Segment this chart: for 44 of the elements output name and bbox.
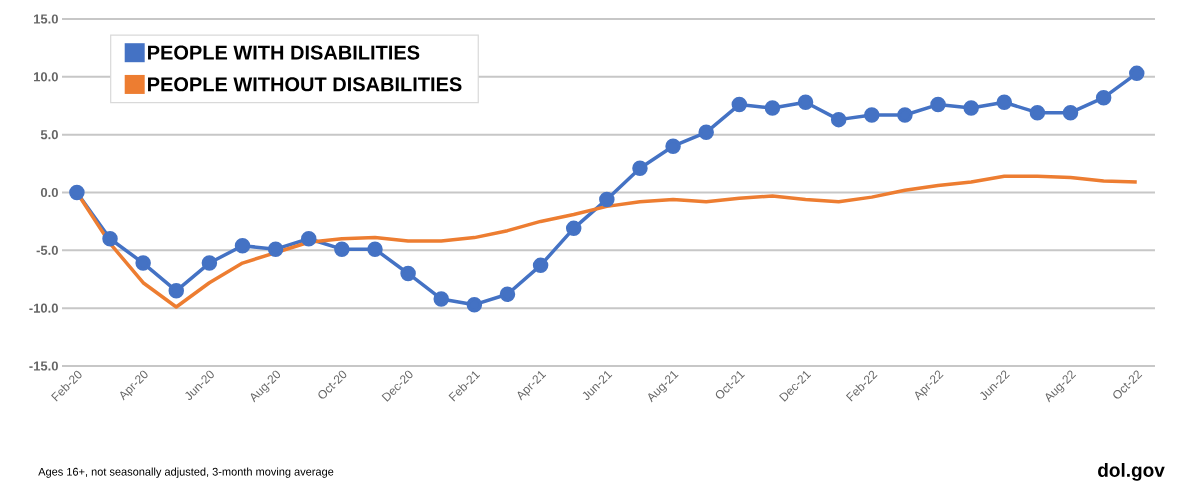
- point: [69, 184, 85, 201]
- point: [1095, 89, 1112, 106]
- point: [764, 100, 781, 116]
- y-tick-label: -10.0: [29, 303, 58, 313]
- y-tick-label: -15.0: [29, 361, 58, 371]
- point: [135, 255, 151, 271]
- point: [665, 138, 681, 154]
- y-tick-label: 0.0: [40, 187, 58, 198]
- point: [267, 241, 284, 257]
- point: [433, 291, 449, 307]
- text: Ages 16+, not seasonally adjusted, 3-month moving average: [38, 467, 334, 478]
- point: [698, 124, 714, 141]
- point: [201, 255, 218, 271]
- point: [599, 191, 615, 208]
- point: [731, 96, 748, 113]
- y-tick-label: 5.0: [40, 130, 58, 140]
- point: [532, 257, 549, 274]
- point: [1129, 65, 1145, 82]
- point: [996, 94, 1013, 111]
- point: [565, 220, 582, 237]
- point: [1062, 104, 1079, 121]
- y-tick-label: 15.0: [33, 14, 58, 24]
- point: [234, 237, 251, 254]
- point: [797, 94, 814, 111]
- point: [864, 107, 880, 123]
- point: [632, 160, 648, 176]
- point: [830, 111, 847, 128]
- point: [499, 286, 516, 303]
- point: [301, 231, 317, 247]
- point: [334, 241, 350, 257]
- point: [367, 241, 383, 257]
- point: [1029, 104, 1046, 121]
- point: [168, 283, 185, 299]
- point: [466, 296, 483, 313]
- point: [930, 96, 946, 113]
- point: [963, 100, 979, 116]
- y-tick-label: 10.0: [33, 72, 58, 82]
- y-tick-label: -5.0: [36, 245, 58, 255]
- legend-label: PEOPLE WITHOUT DISABILITIES: [148, 77, 462, 92]
- point: [102, 231, 118, 247]
- point: [400, 265, 416, 282]
- legend-label: PEOPLE WITH DISABILITIES: [148, 45, 420, 60]
- point: [897, 107, 913, 123]
- text: dol.gov: [1098, 463, 1165, 481]
